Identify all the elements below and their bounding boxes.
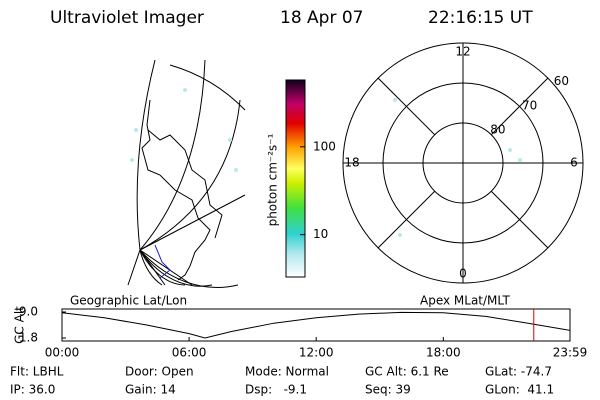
x-tick-label: 00:00 xyxy=(45,346,80,360)
latitude-label: 80 xyxy=(490,123,505,137)
altitude-curve xyxy=(61,311,571,339)
latitude-label: 60 xyxy=(554,74,569,88)
plot-frame xyxy=(61,308,571,342)
status-field: GLat: -74.7 xyxy=(485,365,552,379)
colorbar-tick-label: 100 xyxy=(313,139,336,153)
mlt-label: 18 xyxy=(344,156,359,170)
status-field: IP: 36.0 xyxy=(10,383,55,397)
mlt-label: 6 xyxy=(570,156,578,170)
x-tick-label: 23:59 xyxy=(553,346,588,360)
status-field: Seq: 39 xyxy=(365,383,411,397)
latitude-label: 70 xyxy=(522,98,537,112)
y-tick-label: 9.0 xyxy=(19,305,38,319)
date: 18 Apr 07 xyxy=(280,8,363,28)
status-field: Dsp: -9.1 xyxy=(245,383,307,397)
time: 22:16:15 UT xyxy=(428,8,533,28)
status-field: Mode: Normal xyxy=(245,365,329,379)
mlt-label: 0 xyxy=(459,267,467,281)
latitude-ring xyxy=(422,122,504,204)
projection-label: Apex MLat/MLT xyxy=(420,294,510,308)
x-tick-label: 18:00 xyxy=(426,346,461,360)
x-tick-label: 12:00 xyxy=(299,346,334,360)
colorbar-label: photon cm⁻²s⁻¹ xyxy=(266,133,280,226)
status-field: GLon: 41.1 xyxy=(485,383,554,397)
y-axis-label: GC Alt xyxy=(13,306,27,344)
status-field: Door: Open xyxy=(125,365,194,379)
y-tick-label: 1.8 xyxy=(19,331,38,345)
status-field: Flt: LBHL xyxy=(10,365,64,379)
title: Ultraviolet Imager xyxy=(50,8,204,28)
latitude-ring xyxy=(342,42,584,284)
latitude-ring xyxy=(382,82,544,244)
colorbar xyxy=(285,79,306,278)
x-tick-label: 06:00 xyxy=(172,346,207,360)
geographic-map xyxy=(127,59,246,288)
aurora-speckle xyxy=(130,88,522,237)
status-field: GC Alt: 6.1 Re xyxy=(365,365,449,379)
mlt-label: 12 xyxy=(455,45,470,59)
colorbar-tick-label: 10 xyxy=(313,227,328,241)
map-label: Geographic Lat/Lon xyxy=(70,294,187,308)
status-field: Gain: 14 xyxy=(125,383,176,397)
